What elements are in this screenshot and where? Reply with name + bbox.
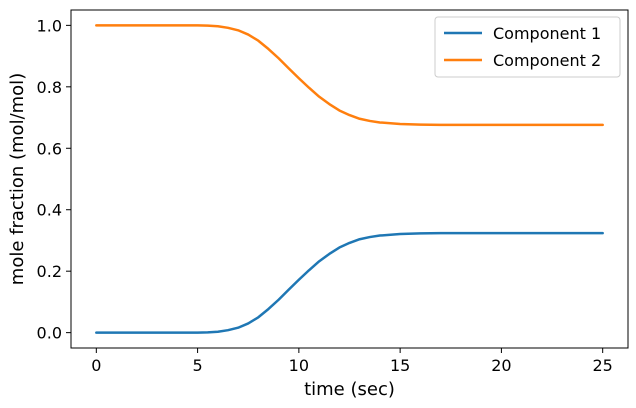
x-tick-label: 5 — [192, 356, 202, 375]
legend-label-2: Component 2 — [493, 51, 601, 70]
x-tick-label: 0 — [91, 356, 101, 375]
legend-label-1: Component 1 — [493, 24, 601, 43]
x-axis: 0 5 10 15 20 25 — [91, 348, 613, 375]
y-tick-label: 0.2 — [37, 262, 62, 281]
y-tick-label: 0.4 — [37, 201, 62, 220]
y-tick-label: 0.0 — [37, 324, 62, 343]
y-tick-label: 0.6 — [37, 139, 62, 158]
y-axis-label: mole fraction (mol/mol) — [7, 73, 28, 285]
y-tick-label: 0.8 — [37, 78, 62, 97]
x-tick-label: 25 — [593, 356, 613, 375]
legend: Component 1 Component 2 — [434, 16, 621, 78]
axes-frame — [70, 9, 629, 349]
x-axis-label: time (sec) — [304, 379, 395, 400]
x-tick-label: 20 — [491, 356, 511, 375]
y-axis: 0.0 0.2 0.4 0.6 0.8 1.0 — [37, 16, 71, 343]
y-tick-label: 1.0 — [37, 16, 62, 35]
series-line-2 — [95, 24, 604, 127]
plot-lines — [95, 24, 604, 334]
series-line-1 — [95, 231, 604, 334]
x-tick-label: 10 — [289, 356, 309, 375]
x-tick-label: 15 — [390, 356, 410, 375]
